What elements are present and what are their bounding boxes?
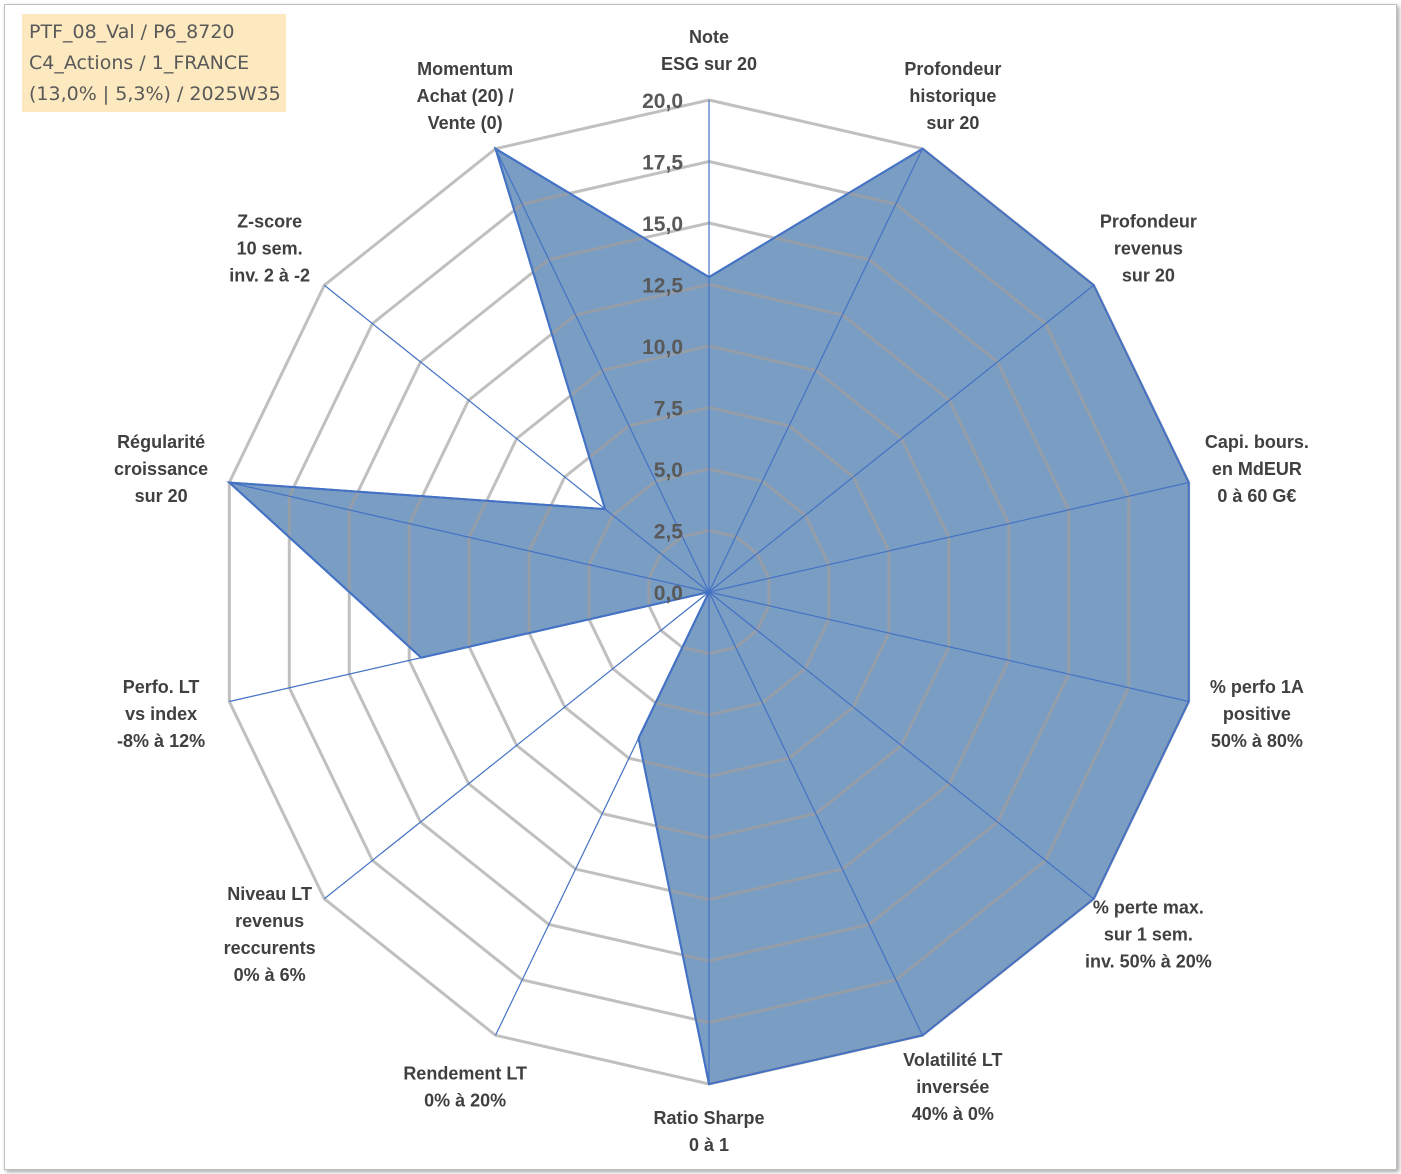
spoke-12 [323, 284, 710, 593]
label-layer: Note ESG sur 20 Profondeur historique sur 20… [114, 27, 1309, 1155]
axis-label-line: Volatilité LT [903, 1050, 1002, 1070]
axis-label-9: Niveau LT revenus reccurents 0% à 6% [224, 884, 316, 985]
axis-label-12: Z-score 10 sem. inv. 2 à -2 [229, 212, 310, 286]
axis-label-line: revenus [1114, 239, 1183, 259]
info-line-3: (13,0% | 5,3%) / 2025W35 [29, 83, 281, 105]
axis-label-line: 0 à 1 [689, 1135, 729, 1155]
axis-label-0: Note ESG sur 20 [661, 27, 757, 74]
axis-label-5: % perte max. sur 1 sem. inv. 50% à 20% [1085, 897, 1212, 971]
spoke-8 [494, 591, 710, 1036]
axis-label-line: Ratio Sharpe [653, 1108, 764, 1128]
axis-label-line: en MdEUR [1212, 459, 1302, 479]
tick-label: 0,0 [654, 582, 683, 605]
axis-label-line: Perfo. LT [123, 677, 200, 697]
axis-label-line: Profondeur [1100, 212, 1197, 232]
axis-label-line: Z-score [237, 212, 302, 232]
axis-label-line: positive [1223, 704, 1291, 724]
axis-label-line: Profondeur [904, 59, 1001, 79]
info-line-2: C4_Actions / 1_FRANCE [29, 52, 250, 74]
axis-label-line: sur 20 [135, 486, 188, 506]
axis-label-line: % perfo 1A [1210, 677, 1304, 697]
axis-label-6: Volatilité LT inversée 40% à 0% [903, 1050, 1002, 1124]
axis-label-line: vs index [125, 704, 197, 724]
axis-label-line: 0 à 60 G€ [1217, 486, 1296, 506]
axis-label-line: Momentum [417, 59, 513, 79]
tick-label: 10,0 [642, 336, 683, 359]
axis-label-line: 50% à 80% [1211, 731, 1303, 751]
tick-label: 5,0 [654, 459, 683, 482]
spoke-4 [708, 591, 1189, 703]
axis-label-line: 0% à 6% [234, 965, 306, 985]
axis-label-7: Ratio Sharpe 0 à 1 [653, 1108, 764, 1155]
spoke-10 [229, 591, 710, 703]
info-box: PTF_08_Val / P6_8720 C4_Actions / 1_FRAN… [22, 14, 286, 112]
axis-label-line: -8% à 12% [117, 731, 205, 751]
axis-label-2: Profondeur revenus sur 20 [1100, 212, 1197, 286]
spoke-1 [708, 148, 924, 593]
tick-label: 20,0 [642, 90, 683, 113]
axis-label-line: 40% à 0% [912, 1104, 994, 1124]
axis-label-line: ESG sur 20 [661, 54, 757, 74]
tick-layer: 0,0 2,5 5,0 7,5 10,0 12,5 15,0 17,5 20,0 [642, 90, 683, 605]
axis-label-3: Capi. bours. en MdEUR 0 à 60 G€ [1205, 432, 1309, 506]
axis-label-line: Achat (20) / [417, 86, 514, 106]
axis-label-line: reccurents [224, 938, 316, 958]
axis-label-4: % perfo 1A positive 50% à 80% [1210, 677, 1304, 751]
info-line-1: PTF_08_Val / P6_8720 [29, 21, 235, 43]
tick-label: 2,5 [654, 521, 684, 544]
axis-label-line: Rendement LT [403, 1064, 527, 1084]
spoke-3 [708, 481, 1189, 593]
axis-label-line: Niveau LT [227, 884, 312, 904]
axis-label-line: inversée [916, 1077, 989, 1097]
tick-label: 17,5 [642, 152, 683, 175]
axis-label-line: Régularité [117, 432, 205, 452]
axis-label-line: revenus [235, 911, 304, 931]
spoke-13 [494, 148, 710, 593]
axis-label-line: croissance [114, 459, 208, 479]
spoke-5 [708, 591, 1095, 900]
axis-label-line: 0% à 20% [424, 1091, 506, 1111]
spoke-layer [229, 100, 1189, 1084]
axis-label-8: Rendement LT 0% à 20% [403, 1064, 527, 1111]
axis-label-line: 10 sem. [237, 239, 303, 259]
spoke-9 [323, 591, 710, 900]
axis-label-line: inv. 2 à -2 [229, 266, 310, 286]
tick-label: 7,5 [654, 398, 684, 421]
tick-label: 15,0 [642, 213, 683, 236]
axis-label-13: Momentum Achat (20) / Vente (0) [417, 59, 514, 133]
axis-label-line: % perte max. [1093, 897, 1204, 917]
axis-label-line: sur 20 [1122, 266, 1175, 286]
axis-label-10: Perfo. LT vs index -8% à 12% [117, 677, 205, 751]
spoke-6 [708, 591, 924, 1036]
axis-label-line: historique [909, 86, 996, 106]
spoke-2 [708, 284, 1095, 593]
axis-label-line: sur 20 [926, 113, 979, 133]
tick-label: 12,5 [642, 275, 683, 298]
axis-label-line: Capi. bours. [1205, 432, 1309, 452]
axis-label-line: Vente (0) [428, 113, 503, 133]
axis-label-11: Régularité croissance sur 20 [114, 432, 208, 506]
axis-label-line: inv. 50% à 20% [1085, 951, 1212, 971]
spoke-11 [229, 481, 710, 593]
axis-label-line: Note [689, 27, 729, 47]
axis-label-line: sur 1 sem. [1104, 924, 1193, 944]
axis-label-1: Profondeur historique sur 20 [904, 59, 1001, 133]
